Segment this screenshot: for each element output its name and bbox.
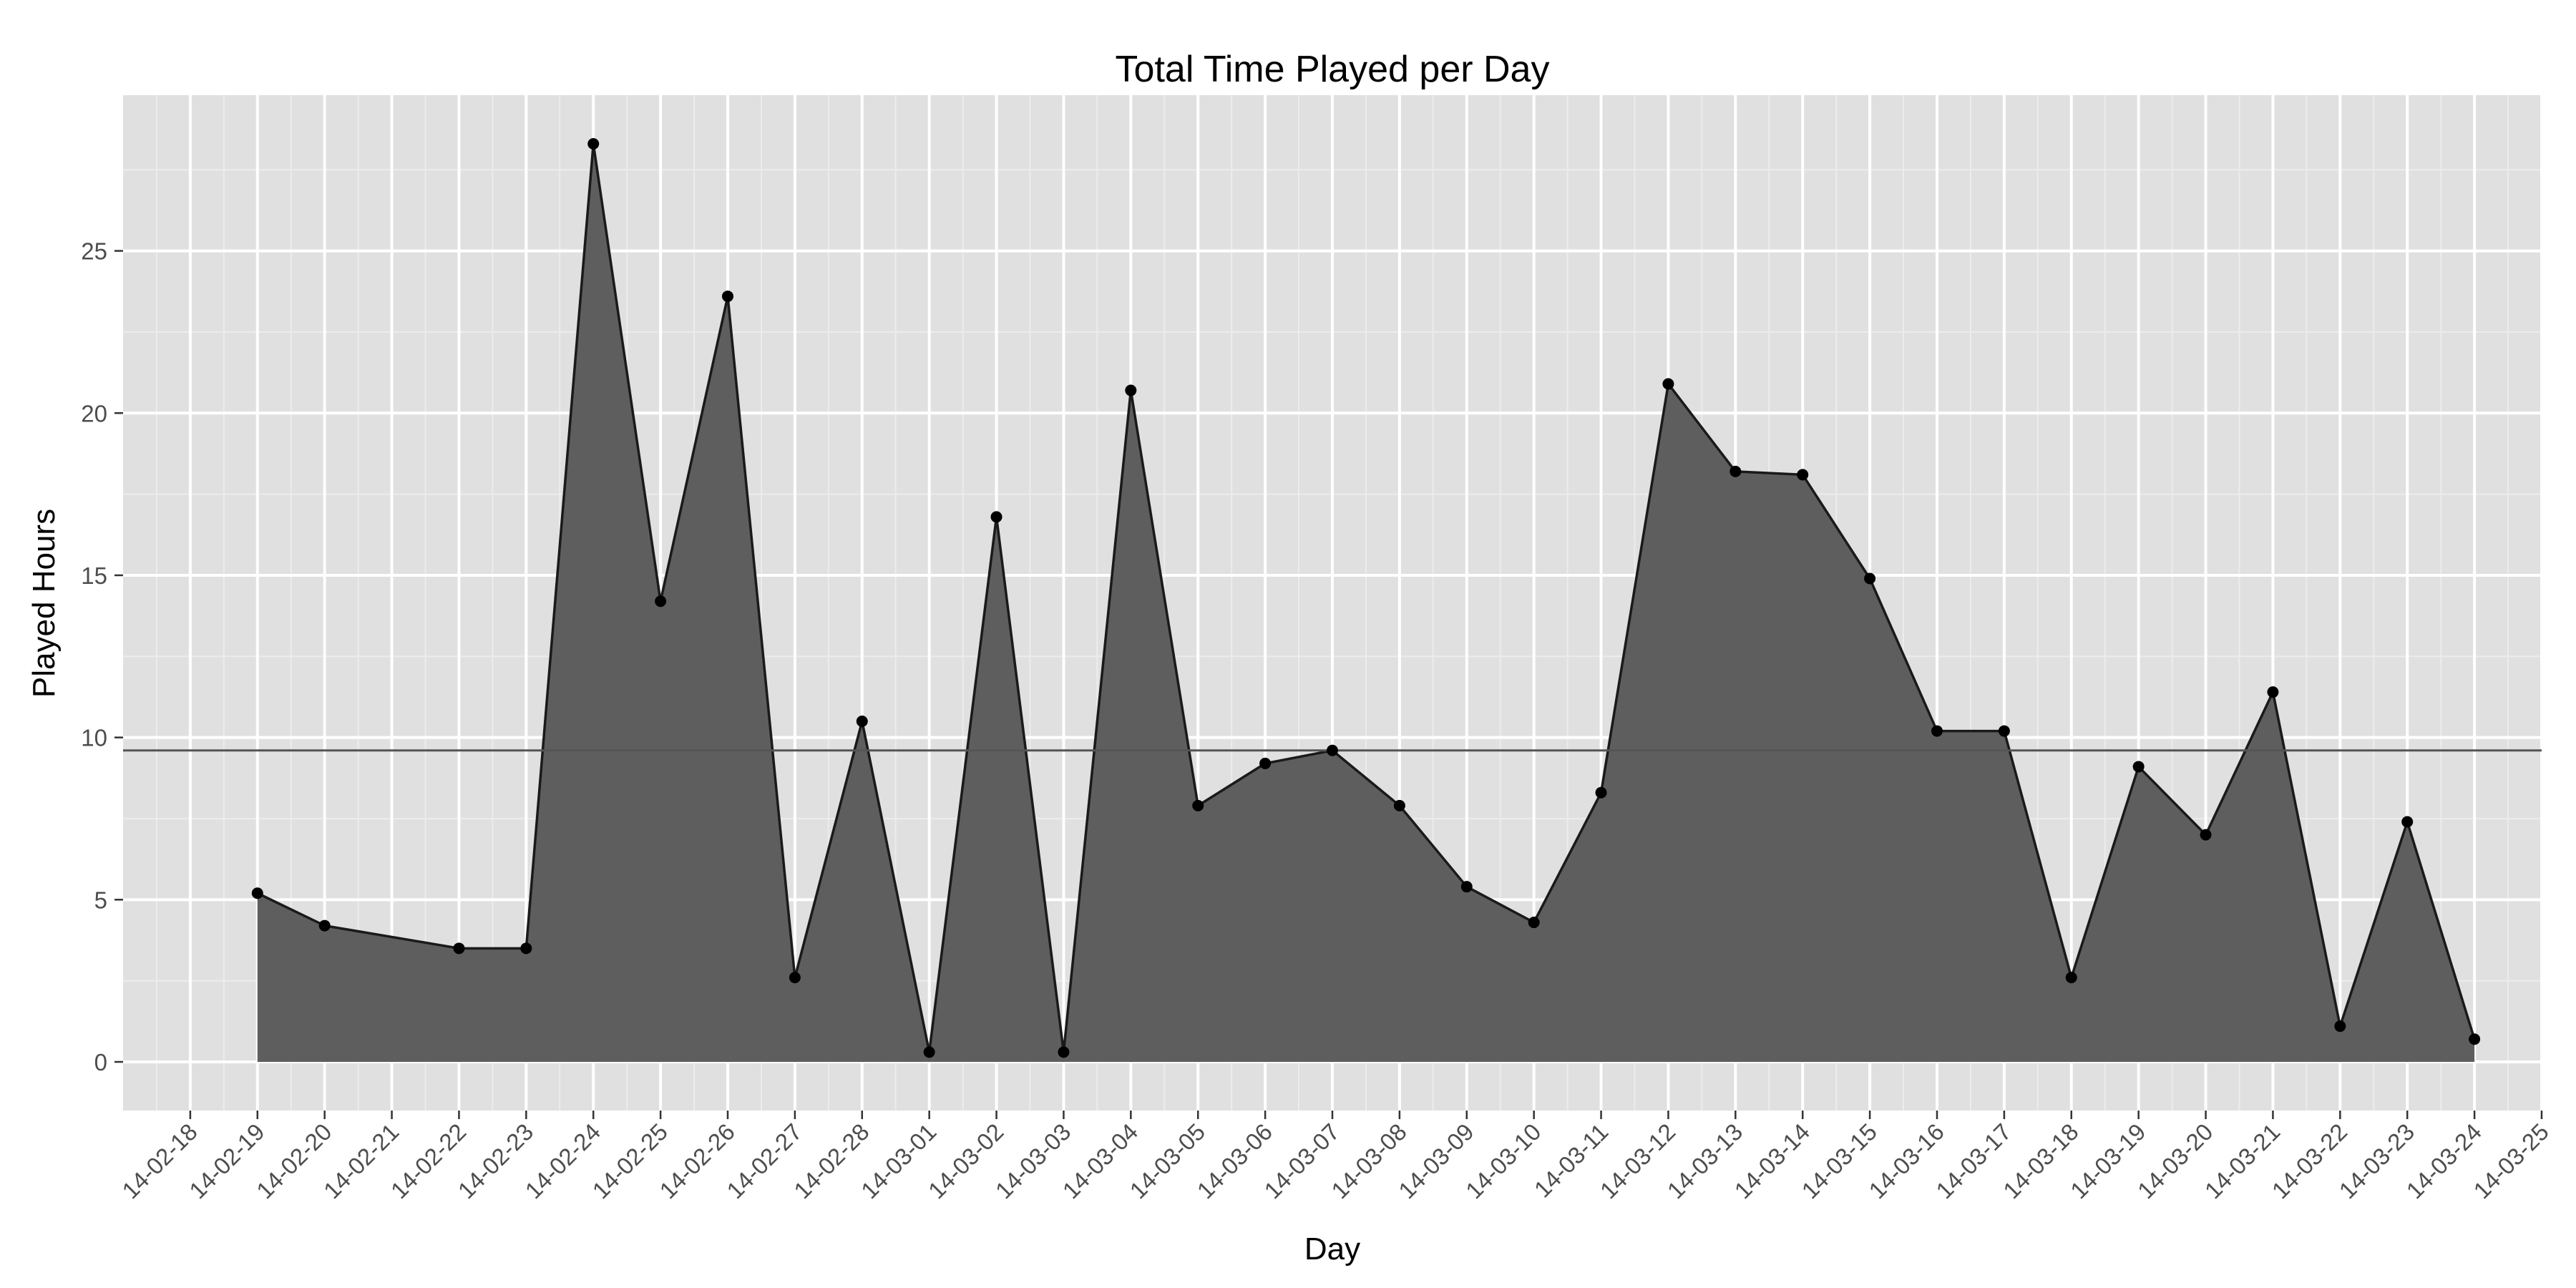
data-point: [990, 511, 1002, 523]
data-point: [722, 291, 733, 303]
y-axis: 0 5 10 15 20 25: [81, 238, 123, 1075]
data-point: [1864, 572, 1876, 585]
data-point: [2401, 816, 2414, 828]
data-point: [453, 942, 465, 955]
chart-title: Total Time Played per Day: [1116, 49, 1550, 90]
y-tick-label: 15: [81, 562, 107, 589]
x-axis-title: Day: [1304, 1231, 1360, 1267]
data-point: [655, 595, 667, 608]
x-tick-label: 14-03-10: [1460, 1118, 1546, 1204]
y-axis-title: Played Hours: [26, 509, 62, 698]
x-tick-label: 14-03-25: [2468, 1118, 2554, 1204]
data-point: [923, 1046, 935, 1058]
data-point: [2469, 1033, 2481, 1045]
data-point: [2065, 972, 2077, 984]
data-point: [1931, 725, 1943, 737]
y-tick-label: 20: [81, 400, 107, 426]
data-point: [1058, 1046, 1070, 1058]
y-tick-label: 5: [94, 887, 107, 913]
area-fill: [257, 144, 2475, 1062]
data-point: [789, 972, 801, 984]
x-axis: 14-02-1814-02-1914-02-2014-02-2114-02-22…: [117, 1111, 2554, 1204]
y-tick-label: 10: [81, 725, 107, 751]
data-point: [251, 887, 263, 899]
data-point: [2334, 1020, 2346, 1033]
data-point: [1192, 799, 1204, 811]
data-point: [1259, 757, 1272, 769]
data-point: [1662, 378, 1674, 390]
data-point: [318, 919, 331, 932]
data-point: [1393, 799, 1405, 811]
data-point: [1998, 725, 2010, 737]
data-point: [1595, 786, 1607, 799]
data-point: [1327, 744, 1338, 756]
y-tick-label: 0: [94, 1049, 107, 1075]
y-tick-label: 25: [81, 238, 107, 265]
data-point: [2267, 686, 2279, 698]
data-point: [1729, 465, 1742, 477]
data-point: [587, 138, 600, 150]
data-point: [1460, 881, 1473, 893]
data-point: [1528, 917, 1540, 929]
data-point: [520, 942, 532, 955]
data-points: [251, 138, 2481, 1058]
data-point: [2132, 761, 2145, 773]
data-point: [1797, 469, 1809, 481]
data-point: [856, 715, 868, 727]
data-point: [2200, 829, 2212, 841]
data-point: [1125, 384, 1137, 396]
